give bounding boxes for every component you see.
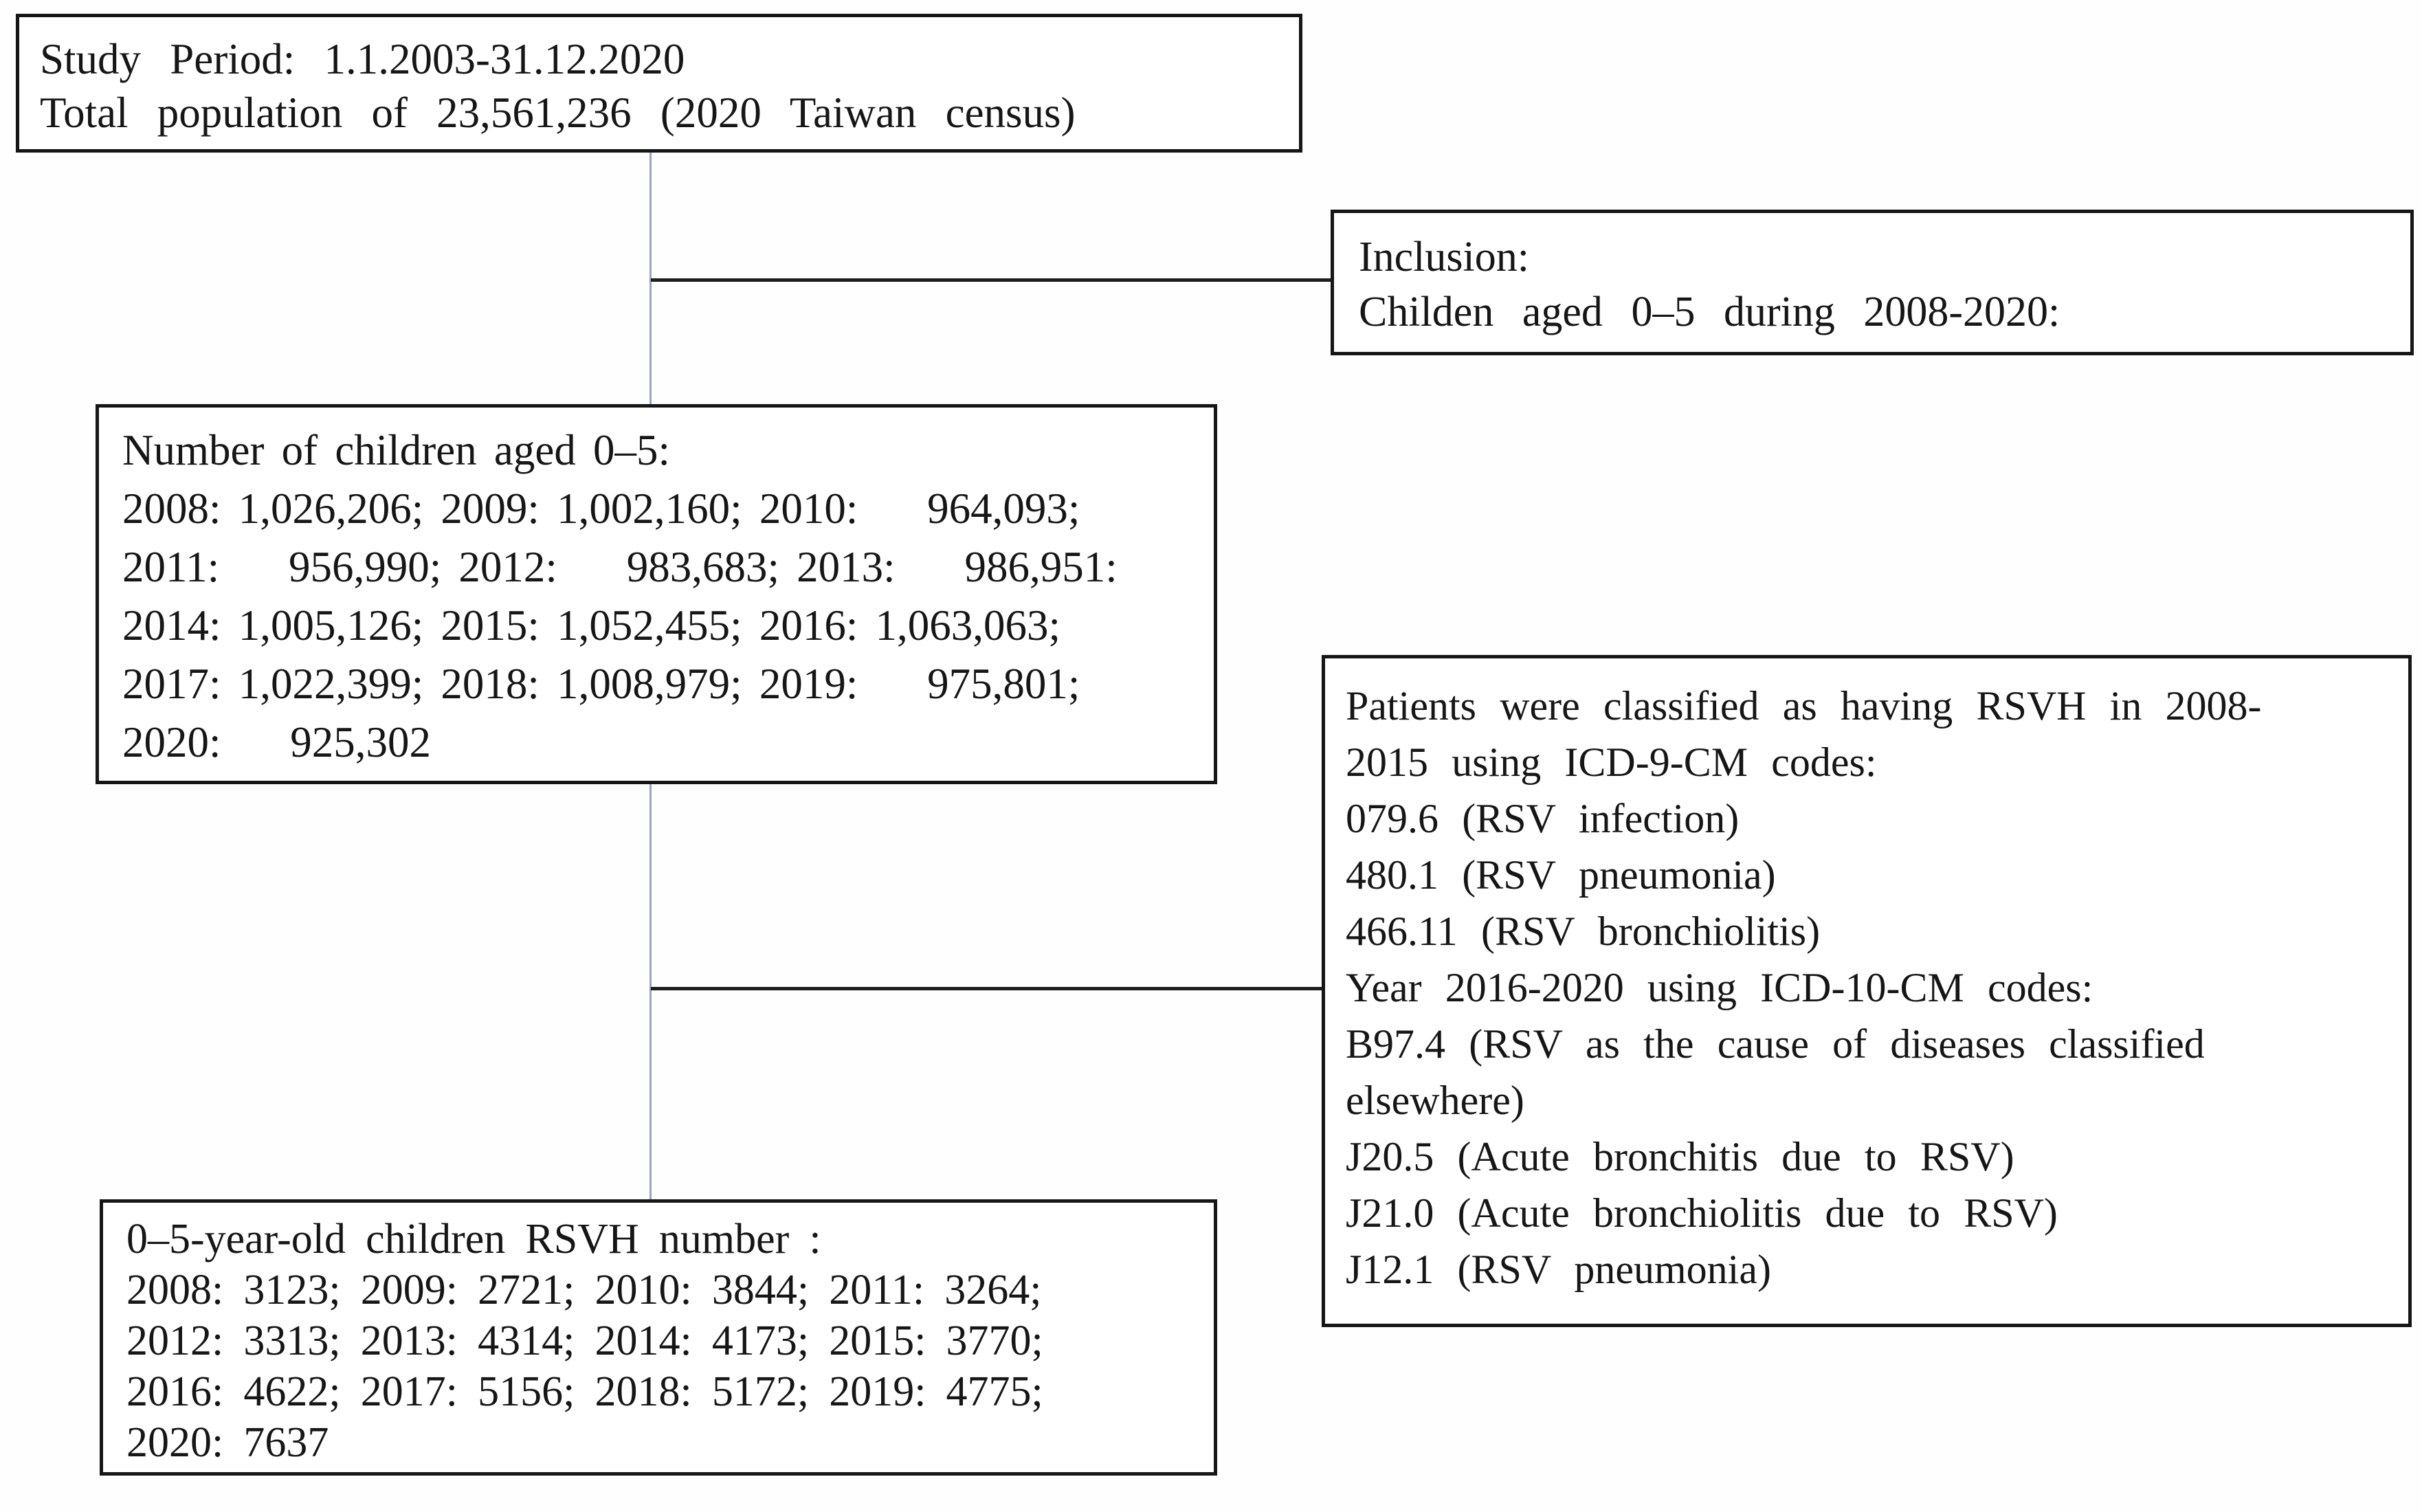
connector-horizontal-inclusion bbox=[651, 278, 1331, 282]
text-line: 2014: 1,005,126; 2015: 1,052,455; 2016: … bbox=[122, 601, 1061, 649]
rsvh-numbers-box: 0–5-year-old children RSVH number :2008:… bbox=[100, 1199, 1217, 1476]
text-line: J20.5 (Acute bronchitis due to RSV) bbox=[1346, 1134, 2014, 1179]
text-line: 0–5-year-old children RSVH number : bbox=[126, 1216, 821, 1263]
text-line: 2012: 3313; 2013: 4314; 2014: 4173; 2015… bbox=[126, 1318, 1043, 1364]
study-period-box: Study Period: 1.1.2003-31.12.2020 Total p… bbox=[16, 14, 1302, 153]
text-line: Total population of 23,561,236 (2020 Tai… bbox=[40, 89, 1076, 137]
connector-vertical-bottom bbox=[649, 783, 652, 1199]
text-line: Study Period: 1.1.2003-31.12.2020 bbox=[40, 35, 685, 83]
text-line: B97.4 (RSV as the cause of diseases clas… bbox=[1346, 1021, 2205, 1067]
connector-horizontal-icd bbox=[651, 987, 1322, 990]
text-line: 079.6 (RSV infection) bbox=[1346, 796, 1740, 841]
text-line: 2016: 4622; 2017: 5156; 2018: 5172; 2019… bbox=[126, 1368, 1043, 1415]
text-line: J21.0 (Acute bronchiolitis due to RSV) bbox=[1346, 1190, 2058, 1236]
icd-codes-box: Patients were classified as having RSVH … bbox=[1322, 655, 2412, 1327]
text-line: 2020: 925,302 bbox=[122, 718, 432, 766]
text-line: 2020: 7637 bbox=[126, 1419, 329, 1466]
connector-vertical-top bbox=[649, 152, 652, 404]
text-line: Patients were classified as having RSVH … bbox=[1346, 683, 2262, 729]
text-line: Year 2016-2020 using ICD-10-CM codes: bbox=[1346, 965, 2093, 1010]
text-line: 480.1 (RSV pneumonia) bbox=[1346, 852, 1776, 898]
text-line: 2015 using ICD-9-CM codes: bbox=[1346, 740, 1877, 785]
children-population-box: Number of children aged 0–5: 2008: 1,026,… bbox=[96, 404, 1217, 784]
text-line: Inclusion: bbox=[1359, 234, 1529, 280]
text-line: elsewhere) bbox=[1346, 1078, 1524, 1123]
inclusion-criteria-box: Inclusion: Childen aged 0–5 during 2008-2… bbox=[1331, 210, 2414, 355]
text-line: Number of children aged 0–5: bbox=[122, 426, 671, 474]
text-line: 2008: 3123; 2009: 2721; 2010: 3844; 2011… bbox=[126, 1267, 1042, 1313]
text-line: 466.11 (RSV bronchiolitis) bbox=[1346, 909, 1821, 954]
text-line: 2008: 1,026,206; 2009: 1,002,160; 2010: … bbox=[122, 485, 1080, 533]
text-line: Childen aged 0–5 during 2008-2020: bbox=[1359, 289, 2060, 335]
text-line: 2017: 1,022,399; 2018: 1,008,979; 2019: … bbox=[122, 660, 1080, 708]
text-line: 2011: 956,990; 2012: 983,683; 2013: 986,… bbox=[122, 543, 1118, 591]
text-line: J12.1 (RSV pneumonia) bbox=[1346, 1247, 1771, 1292]
